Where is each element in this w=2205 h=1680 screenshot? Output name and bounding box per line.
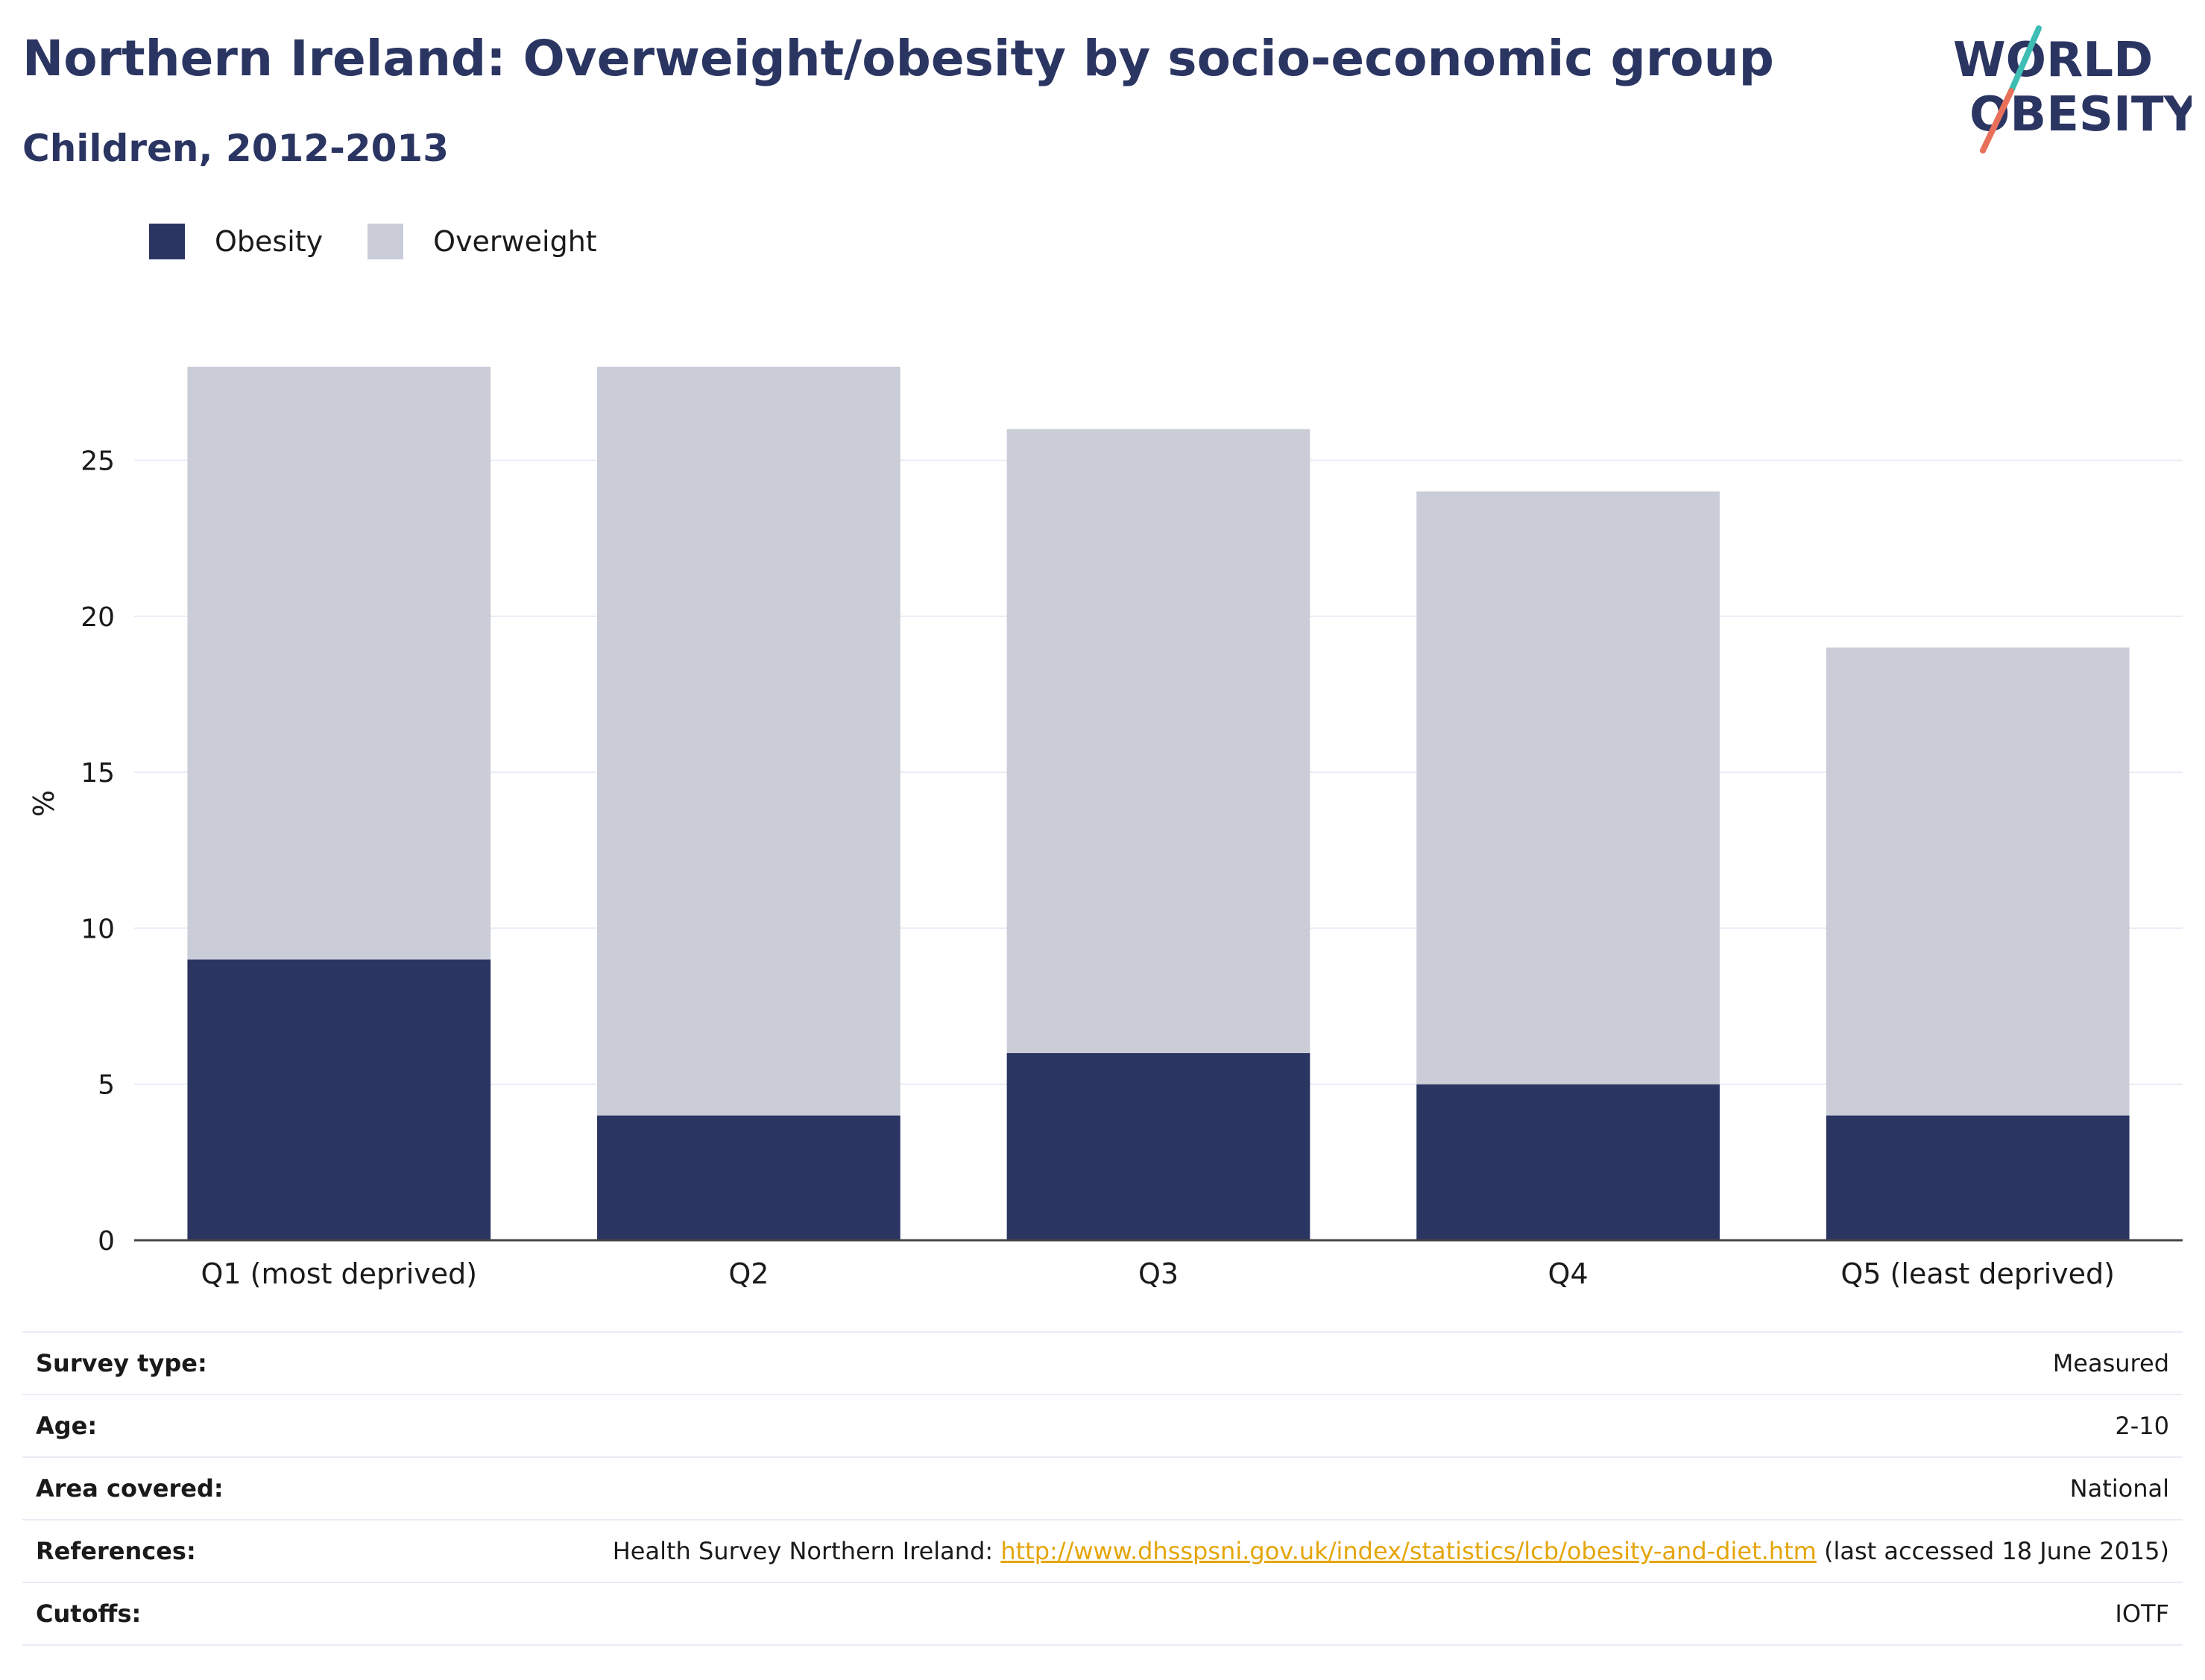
bar-overweight-5: [1826, 647, 2130, 1116]
meta-row-area: Area covered: National: [22, 1456, 2183, 1519]
meta-value-area: National: [2069, 1474, 2169, 1503]
legend-item-obesity[interactable]: Obesity: [149, 224, 323, 259]
y-tick-label: 15: [81, 758, 115, 789]
chart-subtitle: Children, 2012-2013: [22, 127, 449, 170]
legend-swatch-obesity: [149, 224, 185, 259]
stacked-bar-chart: 0 5 10 15 20 25% Q1 (most deprived) Q2 Q3 Q4 Q5 (l…: [28, 367, 2183, 1290]
reference-link[interactable]: http://www.dhsspsni.gov.uk/index/statist…: [1000, 1537, 1817, 1565]
y-tick-label: 5: [98, 1070, 115, 1101]
meta-row-cutoffs: Cutoffs: IOTF: [22, 1582, 2183, 1646]
logo-slash-top: [2008, 25, 2042, 94]
world-obesity-logo: WORLD OBESITY: [1953, 25, 2192, 154]
legend-label-obesity: Obesity: [215, 225, 324, 258]
meta-label-age: Age:: [36, 1412, 98, 1440]
logo-text-world: WORLD: [1953, 33, 2153, 88]
x-tick-label: Q4: [1548, 1257, 1589, 1290]
bar-overweight-4: [1416, 491, 1720, 1084]
y-tick-label: 10: [81, 914, 115, 944]
bar-overweight-2: [597, 367, 900, 1116]
y-axis-label: %: [28, 790, 60, 817]
legend-swatch-overweight: [368, 224, 404, 259]
bar-obesity-1: [187, 959, 491, 1240]
meta-label-area: Area covered:: [36, 1474, 224, 1503]
meta-label-references: References:: [36, 1537, 196, 1565]
meta-value-age: 2-10: [2115, 1412, 2169, 1440]
survey-info-table: Survey type: Measured Age: 2-10 Area cov…: [22, 1331, 2183, 1646]
bar-obesity-2: [597, 1115, 900, 1240]
y-tick-label: 20: [81, 602, 115, 633]
bar-overweight-3: [1006, 429, 1310, 1053]
meta-row-age: Age: 2-10: [22, 1394, 2183, 1456]
meta-row-references: References: Health Survey Northern Irela…: [22, 1519, 2183, 1582]
meta-label-cutoffs: Cutoffs:: [36, 1600, 142, 1628]
bar-overweight-1: [187, 367, 491, 960]
x-tick-label: Q5 (least deprived): [1840, 1257, 2115, 1290]
x-tick-label: Q2: [728, 1257, 769, 1290]
chart-title: Northern Ireland: Overweight/obesity by …: [22, 30, 1774, 87]
y-tick-label: 0: [98, 1226, 115, 1257]
x-tick-label: Q3: [1138, 1257, 1179, 1290]
legend-item-overweight[interactable]: Overweight: [368, 224, 597, 259]
meta-label-survey-type: Survey type:: [36, 1349, 207, 1377]
meta-row-survey-type: Survey type: Measured: [22, 1331, 2183, 1394]
y-tick-label: 25: [81, 446, 115, 477]
legend-label-overweight: Overweight: [433, 225, 597, 258]
meta-value-survey-type: Measured: [2052, 1349, 2169, 1377]
bar-obesity-4: [1416, 1084, 1720, 1240]
x-tick-label: Q1 (most deprived): [201, 1257, 477, 1290]
reference-accessed: (last accessed 18 June 2015): [1816, 1537, 2169, 1565]
bar-obesity-5: [1826, 1115, 2130, 1240]
reference-source: Health Survey Northern Ireland:: [612, 1537, 1001, 1565]
meta-value-references: Health Survey Northern Ireland: http://w…: [613, 1537, 2183, 1565]
logo-slash-bottom: [1980, 88, 2014, 154]
chart-legend: Obesity Overweight: [149, 221, 642, 262]
bar-obesity-3: [1006, 1052, 1310, 1240]
meta-value-cutoffs: IOTF: [2115, 1600, 2169, 1628]
